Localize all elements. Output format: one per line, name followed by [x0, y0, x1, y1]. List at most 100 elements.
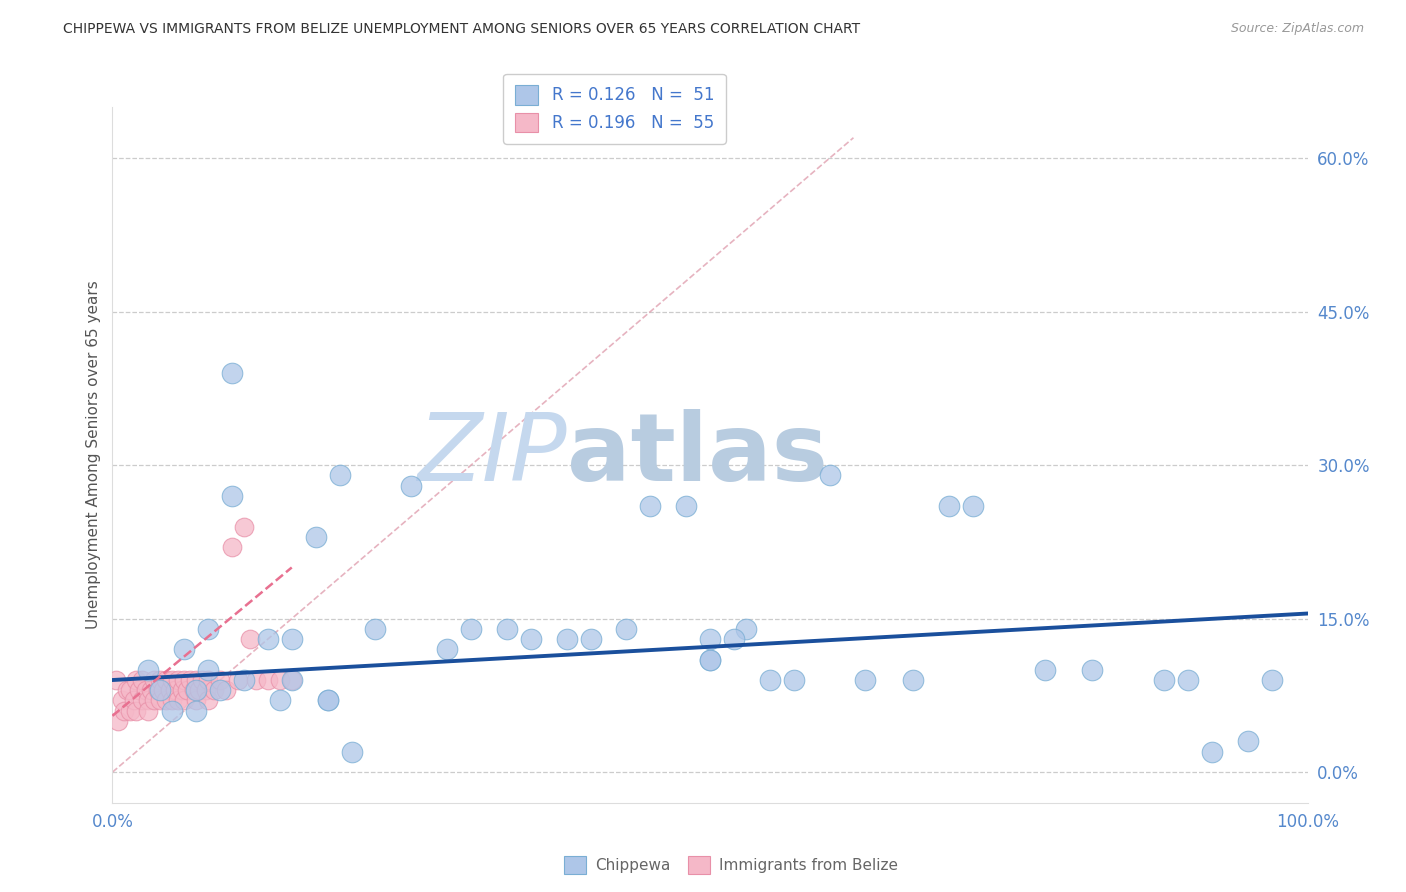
Point	[186, 683, 208, 698]
Point	[281, 673, 304, 687]
Point	[135, 683, 157, 698]
Point	[122, 693, 145, 707]
Point	[640, 499, 662, 513]
Point	[197, 673, 219, 687]
Point	[239, 632, 262, 646]
Point	[202, 683, 225, 698]
Point	[1177, 673, 1199, 687]
Point	[855, 673, 877, 687]
Point	[364, 622, 387, 636]
Legend: R = 0.126   N =  51, R = 0.196   N =  55: R = 0.126 N = 51, R = 0.196 N = 55	[503, 74, 725, 144]
Point	[221, 366, 243, 380]
Text: ZIP: ZIP	[418, 409, 567, 500]
Point	[146, 683, 169, 698]
Point	[155, 673, 177, 687]
Point	[197, 693, 219, 707]
Point	[125, 673, 148, 687]
Point	[187, 683, 209, 698]
Point	[173, 673, 195, 687]
Point	[1237, 734, 1260, 748]
Point	[114, 704, 135, 718]
Text: atlas: atlas	[567, 409, 828, 501]
Point	[167, 693, 190, 707]
Point	[131, 693, 153, 707]
Point	[496, 622, 519, 636]
Point	[269, 693, 291, 707]
Point	[316, 693, 339, 707]
Point	[149, 673, 172, 687]
Point	[167, 673, 190, 687]
Point	[125, 704, 148, 718]
Point	[194, 683, 217, 698]
Point	[162, 704, 183, 718]
Point	[138, 693, 160, 707]
Point	[173, 693, 195, 707]
Point	[735, 622, 758, 636]
Point	[436, 642, 458, 657]
Point	[723, 632, 745, 646]
Point	[1261, 673, 1284, 687]
Point	[186, 673, 208, 687]
Point	[149, 683, 172, 698]
Y-axis label: Unemployment Among Seniors over 65 years: Unemployment Among Seniors over 65 years	[86, 281, 101, 629]
Point	[143, 673, 166, 687]
Point	[138, 704, 160, 718]
Point	[176, 683, 198, 698]
Point	[170, 683, 193, 698]
Point	[209, 673, 232, 687]
Point	[186, 704, 208, 718]
Point	[460, 622, 482, 636]
Point	[1081, 663, 1104, 677]
Point	[257, 673, 280, 687]
Point	[962, 499, 984, 513]
Point	[139, 683, 162, 698]
Point	[221, 489, 243, 503]
Point	[155, 693, 177, 707]
Point	[131, 673, 153, 687]
Point	[340, 745, 363, 759]
Text: Source: ZipAtlas.com: Source: ZipAtlas.com	[1230, 22, 1364, 36]
Point	[616, 622, 638, 636]
Point	[186, 693, 208, 707]
Point	[105, 673, 128, 687]
Point	[107, 714, 129, 728]
Point	[191, 673, 214, 687]
Point	[173, 642, 195, 657]
Point	[401, 478, 423, 492]
Point	[818, 468, 841, 483]
Point	[699, 652, 721, 666]
Point	[197, 622, 219, 636]
Point	[152, 683, 174, 698]
Point	[120, 704, 142, 718]
Point	[162, 673, 183, 687]
Point	[215, 683, 238, 698]
Point	[221, 540, 243, 554]
Point	[281, 673, 304, 687]
Point	[759, 673, 782, 687]
Point	[159, 683, 181, 698]
Legend: Chippewa, Immigrants from Belize: Chippewa, Immigrants from Belize	[558, 850, 904, 880]
Point	[699, 632, 721, 646]
Point	[783, 673, 806, 687]
Point	[329, 468, 352, 483]
Point	[149, 693, 172, 707]
Point	[209, 683, 232, 698]
Point	[257, 632, 280, 646]
Point	[162, 693, 183, 707]
Point	[938, 499, 960, 513]
Point	[179, 673, 201, 687]
Point	[1033, 663, 1056, 677]
Point	[163, 683, 186, 698]
Point	[183, 683, 205, 698]
Point	[579, 632, 602, 646]
Text: CHIPPEWA VS IMMIGRANTS FROM BELIZE UNEMPLOYMENT AMONG SENIORS OVER 65 YEARS CORR: CHIPPEWA VS IMMIGRANTS FROM BELIZE UNEMP…	[63, 22, 860, 37]
Point	[305, 530, 328, 544]
Point	[197, 663, 219, 677]
Point	[903, 673, 925, 687]
Point	[233, 673, 256, 687]
Point	[555, 632, 578, 646]
Point	[226, 673, 249, 687]
Point	[233, 519, 256, 533]
Point	[316, 693, 339, 707]
Point	[675, 499, 697, 513]
